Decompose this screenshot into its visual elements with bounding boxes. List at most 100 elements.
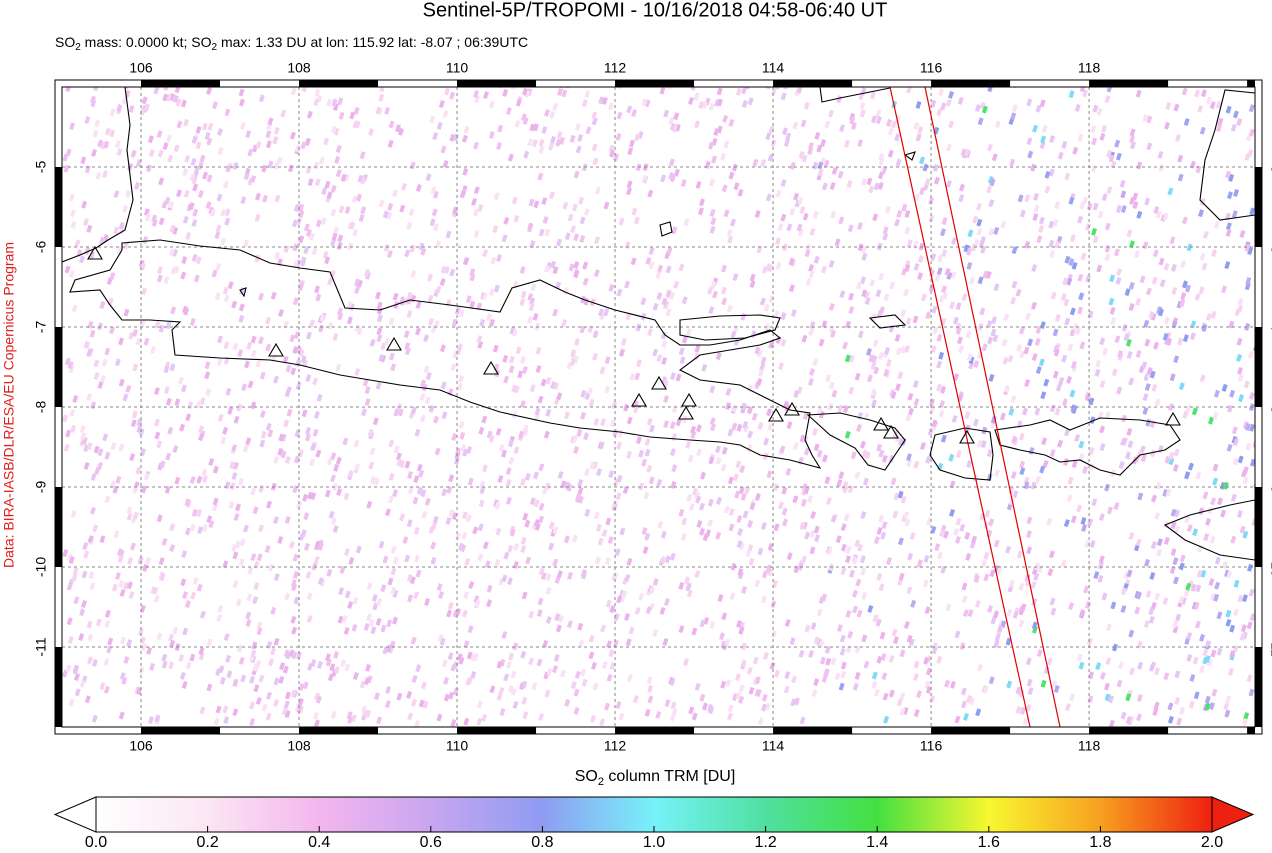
- so2-pixel: [1127, 440, 1134, 449]
- so2-pixel: [280, 109, 287, 118]
- so2-pixel: [1153, 701, 1160, 710]
- so2-pixel: [1097, 574, 1104, 583]
- so2-pixel: [1178, 595, 1185, 604]
- so2-pixel: [1132, 201, 1139, 210]
- so2-pixel: [388, 317, 395, 326]
- colorbar-tick-label: 1.0: [643, 834, 665, 851]
- so2-pixel: [1057, 151, 1064, 160]
- so2-pixel: [614, 548, 621, 557]
- so2-pixel: [546, 668, 553, 676]
- so2-pixel: [1135, 591, 1142, 600]
- so2-pixel: [616, 111, 623, 120]
- so2-pixel: [138, 428, 145, 437]
- so2-pixel: [1016, 344, 1023, 353]
- so2-pixel: [960, 687, 967, 696]
- so2-pixel: [1060, 559, 1067, 568]
- so2-pixel: [816, 608, 823, 617]
- so2-pixel: [508, 456, 515, 465]
- so2-pixel: [233, 415, 240, 424]
- so2-pixel: [831, 166, 838, 175]
- so2-pixel: [688, 706, 695, 715]
- so2-pixel: [825, 657, 832, 666]
- so2-pixel: [92, 658, 98, 667]
- so2-pixel: [238, 98, 245, 107]
- so2-pixel: [1063, 458, 1070, 466]
- so2-pixel: [266, 691, 272, 700]
- so2-pixel: [1145, 287, 1152, 296]
- so2-pixel: [231, 472, 238, 481]
- so2-pixel: [862, 477, 869, 486]
- so2-pixel: [731, 422, 738, 431]
- so2-pixel: [127, 581, 133, 590]
- so2-pixel: [1035, 104, 1042, 113]
- so2-pixel: [953, 373, 960, 382]
- so2-pixel: [739, 465, 746, 474]
- so2-pixel: [649, 586, 655, 595]
- so2-pixel: [87, 656, 94, 665]
- so2-pixel: [1137, 492, 1144, 501]
- so2-pixel: [237, 349, 244, 358]
- so2-pixel: [292, 297, 299, 306]
- colorbar-tick-label: 1.2: [754, 834, 776, 851]
- so2-pixel: [1075, 327, 1082, 336]
- so2-pixel: [361, 408, 368, 417]
- so2-pixel: [94, 466, 101, 475]
- so2-pixel: [1194, 620, 1201, 629]
- so2-pixel: [615, 492, 622, 501]
- so2-pixel: [961, 293, 968, 302]
- so2-pixel: [312, 428, 319, 437]
- so2-pixel: [1143, 620, 1150, 629]
- so2-pixel: [489, 685, 496, 694]
- so2-pixel: [720, 463, 727, 472]
- so2-pixel: [320, 217, 327, 226]
- so2-pixel: [78, 255, 85, 264]
- so2-pixel: [840, 670, 847, 679]
- so2-pixel: [731, 404, 738, 413]
- so2-pixel: [701, 363, 708, 372]
- so2-pixel: [264, 545, 271, 554]
- so2-pixel: [195, 141, 202, 150]
- so2-pixel: [205, 388, 212, 397]
- so2-pixel: [959, 642, 966, 651]
- so2-pixel: [878, 351, 885, 360]
- so2-pixel: [215, 224, 222, 233]
- so2-pixel: [740, 659, 747, 668]
- so2-pixel: [1151, 276, 1158, 285]
- so2-pixel: [296, 705, 303, 714]
- so2-pixel: [1099, 425, 1106, 434]
- so2-pixel: [641, 527, 648, 535]
- so2-pixel: [172, 626, 179, 635]
- so2-pixel: [955, 517, 962, 526]
- so2-pixel: [382, 210, 389, 219]
- so2-pixel: [363, 622, 370, 631]
- so2-pixel: [1120, 711, 1127, 720]
- so2-pixel: [527, 292, 534, 301]
- so2-pixel: [1232, 110, 1239, 119]
- so2-pixel: [1113, 248, 1120, 257]
- colorbar-tick-label: 2.0: [1201, 834, 1223, 851]
- so2-pixel: [1105, 623, 1112, 632]
- so2-pixel: [1232, 644, 1239, 653]
- so2-pixel: [1185, 284, 1192, 293]
- so2-pixel: [1228, 320, 1235, 329]
- so2-pixel: [665, 308, 672, 317]
- so2-pixel: [501, 449, 508, 458]
- so2-pixel: [1213, 221, 1220, 230]
- so2-pixel: [1023, 346, 1030, 355]
- so2-pixel: [810, 622, 817, 630]
- so2-pixel: [1170, 548, 1177, 556]
- so2-pixel: [768, 340, 775, 349]
- so2-pixel: [887, 127, 894, 136]
- so2-pixel: [1106, 149, 1113, 158]
- so2-pixel: [522, 428, 529, 437]
- so2-pixel: [463, 640, 470, 649]
- so2-pixel: [250, 401, 257, 410]
- so2-pixel: [1109, 306, 1116, 315]
- so2-pixel: [285, 386, 292, 395]
- so2-pixel: [759, 297, 766, 306]
- so2-pixel: [268, 658, 275, 667]
- so2-pixel: [996, 566, 1003, 575]
- so2-pixel: [524, 519, 531, 528]
- so2-pixel: [233, 513, 240, 522]
